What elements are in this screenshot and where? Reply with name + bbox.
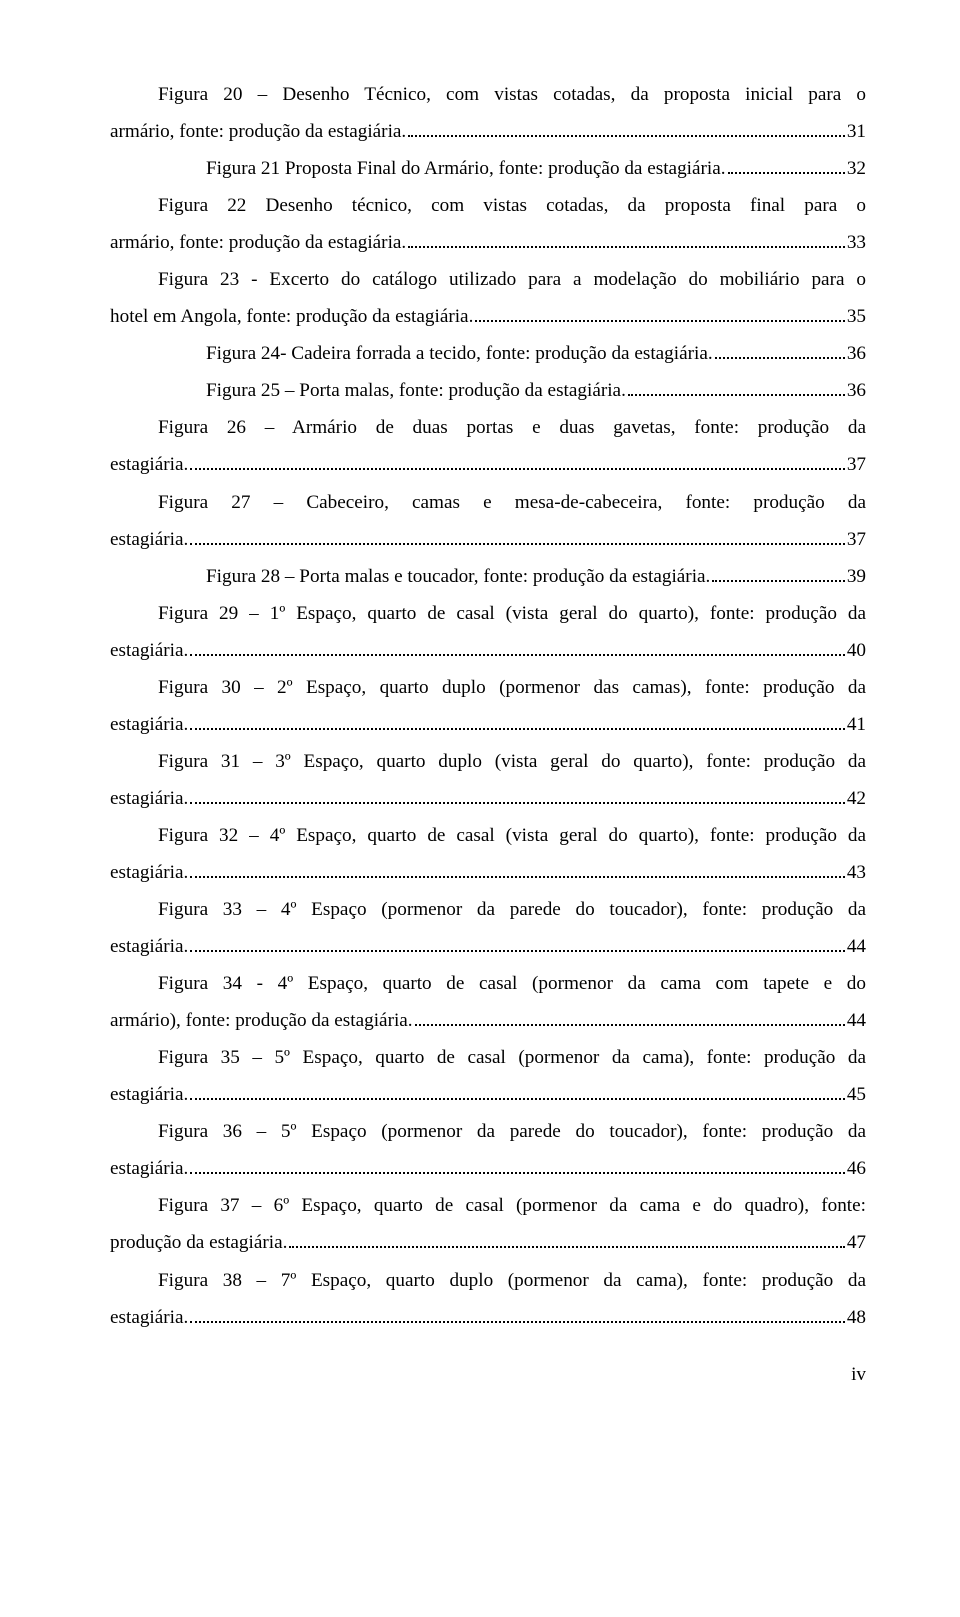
toc-entry-page: 43 bbox=[847, 854, 866, 891]
leader-dots bbox=[712, 566, 844, 581]
toc-entry-page: 41 bbox=[847, 706, 866, 743]
toc-entry-page: 39 bbox=[847, 558, 866, 595]
toc-entry-text: estagiária. bbox=[110, 1150, 188, 1187]
leader-dots bbox=[190, 640, 845, 655]
toc-entry-line: Figura 37 – 6º Espaço, quarto de casal (… bbox=[110, 1187, 866, 1224]
toc-entry-page: 35 bbox=[847, 298, 866, 335]
toc-entry-line: estagiária. 44 bbox=[110, 928, 866, 965]
leader-dots bbox=[190, 937, 845, 952]
toc-entry-page: 45 bbox=[847, 1076, 866, 1113]
toc-entry-text: estagiária. bbox=[110, 854, 188, 891]
toc-entry-line: armário), fonte: produção da estagiária.… bbox=[110, 1002, 866, 1039]
toc-entry-line: Figura 24- Cadeira forrada a tecido, fon… bbox=[110, 335, 866, 372]
toc-entry-page: 37 bbox=[847, 446, 866, 483]
leader-dots bbox=[190, 529, 845, 544]
toc-entry-text: Figura 28 – Porta malas e toucador, font… bbox=[206, 558, 710, 595]
leader-dots bbox=[408, 122, 845, 137]
leader-dots bbox=[190, 714, 845, 729]
toc-entry-line: Figura 31 – 3º Espaço, quarto duplo (vis… bbox=[110, 743, 866, 780]
toc-entry-page: 37 bbox=[847, 521, 866, 558]
toc-entry-line: Figura 23 - Excerto do catálogo utilizad… bbox=[110, 261, 866, 298]
toc-entry-page: 31 bbox=[847, 113, 866, 150]
toc-entry-line: estagiária. 40 bbox=[110, 632, 866, 669]
toc-entry-text: Figura 24- Cadeira forrada a tecido, fon… bbox=[206, 335, 713, 372]
toc-entry-text: estagiária. bbox=[110, 632, 188, 669]
toc-entry-text: armário, fonte: produção da estagiária. bbox=[110, 113, 406, 150]
toc-entry-text: Figura 21 Proposta Final do Armário, fon… bbox=[206, 150, 726, 187]
toc-entry-text: armário), fonte: produção da estagiária. bbox=[110, 1002, 413, 1039]
leader-dots bbox=[415, 1011, 845, 1026]
toc-entry-page: 40 bbox=[847, 632, 866, 669]
toc-entry-page: 36 bbox=[847, 372, 866, 409]
leader-dots bbox=[728, 159, 845, 174]
toc-entry-text: estagiária. bbox=[110, 446, 188, 483]
toc-entry-line: armário, fonte: produção da estagiária. … bbox=[110, 224, 866, 261]
leader-dots bbox=[190, 1159, 845, 1174]
leader-dots bbox=[289, 1233, 844, 1248]
toc-entry-text: estagiária. bbox=[110, 521, 188, 558]
toc-entry-line: Figura 22 Desenho técnico, com vistas co… bbox=[110, 187, 866, 224]
toc-entry-text: estagiária. bbox=[110, 1299, 188, 1336]
toc-entry-text: produção da estagiária. bbox=[110, 1224, 287, 1261]
page-number: iv bbox=[110, 1364, 866, 1386]
toc-entry-text: estagiária. bbox=[110, 706, 188, 743]
leader-dots bbox=[190, 789, 845, 804]
leader-dots bbox=[190, 1085, 845, 1100]
toc-entry-line: Figura 35 – 5º Espaço, quarto de casal (… bbox=[110, 1039, 866, 1076]
toc-entry-line: Figura 33 – 4º Espaço (pormenor da pared… bbox=[110, 891, 866, 928]
toc-entry-page: 42 bbox=[847, 780, 866, 817]
leader-dots bbox=[628, 381, 845, 396]
toc-entry-line: Figura 28 – Porta malas e toucador, font… bbox=[110, 558, 866, 595]
toc-entry-line: estagiária. 48 bbox=[110, 1299, 866, 1336]
toc-entry-line: armário, fonte: produção da estagiária. … bbox=[110, 113, 866, 150]
toc-entry-page: 44 bbox=[847, 1002, 866, 1039]
toc-entry-line: Figura 27 – Cabeceiro, camas e mesa-de-c… bbox=[110, 484, 866, 521]
toc-entry-line: estagiária. 37 bbox=[110, 446, 866, 483]
toc-entry-page: 46 bbox=[847, 1150, 866, 1187]
toc-entry-line: estagiária. 41 bbox=[110, 706, 866, 743]
toc-entry-line: Figura 30 – 2º Espaço, quarto duplo (por… bbox=[110, 669, 866, 706]
toc-entry-line: estagiária. 45 bbox=[110, 1076, 866, 1113]
toc-entry-line: hotel em Angola, fonte: produção da esta… bbox=[110, 298, 866, 335]
leader-dots bbox=[408, 233, 845, 248]
toc-entry-text: armário, fonte: produção da estagiária. bbox=[110, 224, 406, 261]
toc-entry-line: estagiária. 43 bbox=[110, 854, 866, 891]
toc-entry-page: 36 bbox=[847, 335, 866, 372]
toc-entry-page: 47 bbox=[847, 1224, 866, 1261]
toc-entry-line: Figura 29 – 1º Espaço, quarto de casal (… bbox=[110, 595, 866, 632]
toc-entry-line: Figura 32 – 4º Espaço, quarto de casal (… bbox=[110, 817, 866, 854]
toc-entry-line: Figura 38 – 7º Espaço, quarto duplo (por… bbox=[110, 1262, 866, 1299]
leader-dots bbox=[715, 344, 845, 359]
toc-entry-text: estagiária. bbox=[110, 1076, 188, 1113]
toc-entry-page: 33 bbox=[847, 224, 866, 261]
toc-entry-line: Figura 34 - 4º Espaço, quarto de casal (… bbox=[110, 965, 866, 1002]
leader-dots bbox=[475, 307, 844, 322]
toc-entry-page: 32 bbox=[847, 150, 866, 187]
toc-entry-line: produção da estagiária. 47 bbox=[110, 1224, 866, 1261]
toc-entry-line: Figura 25 – Porta malas, fonte: produção… bbox=[110, 372, 866, 409]
toc-entry-line: Figura 26 – Armário de duas portas e dua… bbox=[110, 409, 866, 446]
toc-entry-line: estagiária. 37 bbox=[110, 521, 866, 558]
toc-entry-text: estagiária. bbox=[110, 780, 188, 817]
leader-dots bbox=[190, 863, 845, 878]
toc-entry-line: estagiária. 46 bbox=[110, 1150, 866, 1187]
toc-entry-text: estagiária. bbox=[110, 928, 188, 965]
toc-entry-page: 48 bbox=[847, 1299, 866, 1336]
toc-entry-line: Figura 36 – 5º Espaço (pormenor da pared… bbox=[110, 1113, 866, 1150]
leader-dots bbox=[190, 1307, 845, 1322]
toc-entry-line: estagiária. 42 bbox=[110, 780, 866, 817]
toc-entry-text: hotel em Angola, fonte: produção da esta… bbox=[110, 298, 473, 335]
leader-dots bbox=[190, 455, 845, 470]
toc-entry-page: 44 bbox=[847, 928, 866, 965]
figures-list: Figura 20 – Desenho Técnico, com vistas … bbox=[110, 76, 866, 1336]
toc-entry-text: Figura 25 – Porta malas, fonte: produção… bbox=[206, 372, 626, 409]
toc-entry-line: Figura 21 Proposta Final do Armário, fon… bbox=[110, 150, 866, 187]
toc-entry-line: Figura 20 – Desenho Técnico, com vistas … bbox=[110, 76, 866, 113]
